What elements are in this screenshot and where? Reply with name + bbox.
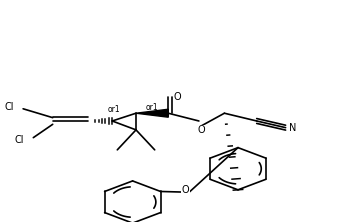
Text: or1: or1 [107,105,120,114]
Text: O: O [198,125,205,135]
Text: Cl: Cl [14,135,24,145]
Polygon shape [136,109,168,117]
Text: or1: or1 [146,103,159,112]
Text: Cl: Cl [4,101,14,112]
Text: N: N [289,123,297,133]
Text: O: O [174,91,181,102]
Text: O: O [182,185,189,195]
